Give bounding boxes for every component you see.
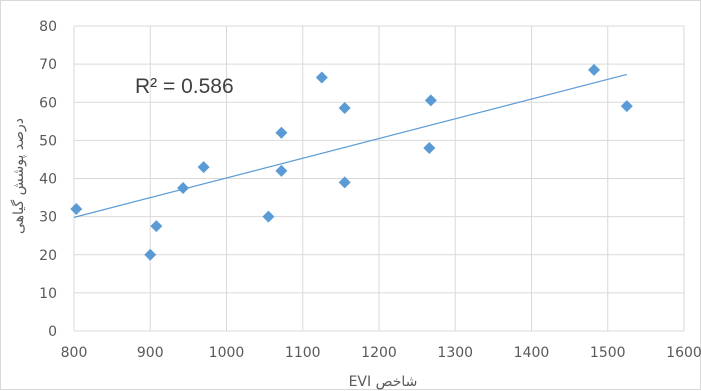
data-point-1 <box>144 248 157 261</box>
x-tick-label: 1100 <box>285 345 321 361</box>
x-tick-label: 1400 <box>514 345 550 361</box>
y-tick-labels: 0 10 20 30 40 50 60 70 80 <box>39 19 57 340</box>
data-point-10 <box>338 176 351 189</box>
data-point-13 <box>588 63 601 76</box>
data-points <box>70 63 633 261</box>
y-tick-label: 50 <box>39 133 57 149</box>
data-point-8 <box>315 71 328 84</box>
trendline-group <box>73 73 627 218</box>
y-axis-title: درصد پوشش گیاهی <box>10 118 27 234</box>
x-tick-label: 1600 <box>666 345 701 361</box>
x-tick-labels: 800 900 1000 1100 1200 1300 1400 1500 1600 <box>61 345 701 361</box>
data-point-0 <box>70 203 83 215</box>
y-tick-label: 20 <box>39 248 57 264</box>
linear-trendline <box>73 73 627 218</box>
y-tick-label: 10 <box>39 286 57 302</box>
y-tick-label: 60 <box>39 95 57 111</box>
r-squared-annotation: R² = 0.586 <box>135 75 234 98</box>
data-point-2 <box>150 220 163 233</box>
y-tick-label: 80 <box>39 19 57 35</box>
x-tick-label: 1300 <box>437 345 473 361</box>
data-point-6 <box>275 126 288 139</box>
x-tick-label: 1500 <box>590 345 626 361</box>
y-tick-label: 70 <box>39 57 57 73</box>
x-tick-label: 1200 <box>361 345 397 361</box>
data-point-7 <box>275 164 288 177</box>
x-tick-label: 800 <box>61 345 88 361</box>
x-tick-label: 900 <box>137 345 164 361</box>
y-tick-label: 30 <box>39 210 57 226</box>
x-axis-title: شاخص EVI <box>349 374 418 390</box>
gridlines <box>73 25 685 332</box>
x-tick-label: 1000 <box>209 345 245 361</box>
data-point-3 <box>177 182 190 195</box>
data-point-12 <box>424 94 437 107</box>
data-point-14 <box>620 100 633 113</box>
y-tick-label: 0 <box>48 324 57 340</box>
data-point-9 <box>338 101 351 114</box>
y-tick-label: 40 <box>39 172 57 188</box>
data-point-5 <box>262 210 275 223</box>
data-point-4 <box>197 161 210 174</box>
data-point-11 <box>423 142 436 154</box>
